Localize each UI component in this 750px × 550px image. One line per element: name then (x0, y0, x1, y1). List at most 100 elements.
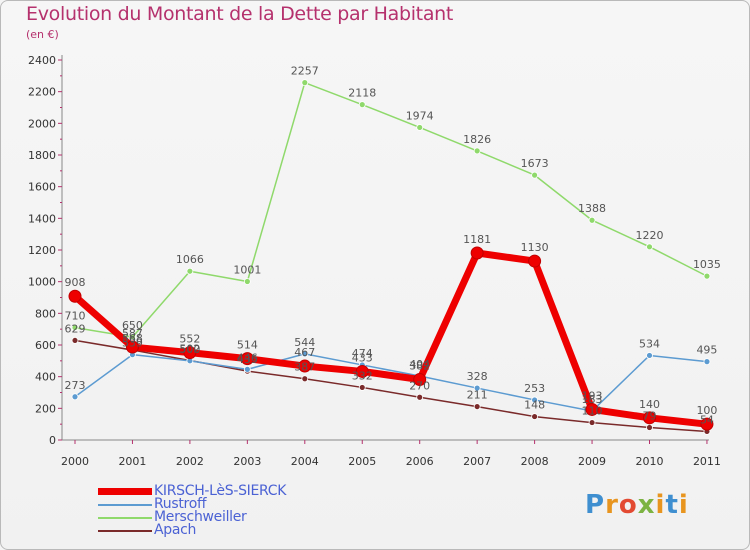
data-label-merschweiller: 1673 (521, 157, 549, 170)
data-label-rustroff: 474 (352, 347, 373, 360)
chart-subtitle: (en €) (26, 28, 59, 41)
data-labels: 629 568 502 435 387 332 270 211 148 110 79 54 273 539… (65, 65, 721, 427)
data-point-kirsch-l-s-sierck (355, 364, 369, 378)
legend-swatch-rustroff (98, 504, 152, 506)
legend-swatch-apach (98, 530, 152, 532)
series-line-apach (74, 339, 708, 433)
y-tick-label: 2000 (28, 117, 56, 130)
data-point-kirsch-l-s-sierck (183, 346, 197, 360)
data-point-apach (301, 375, 309, 383)
data-point-kirsch-l-s-sierck (643, 411, 656, 425)
data-point-kirsch-l-s-sierck (413, 373, 427, 387)
data-point-apach (71, 337, 79, 344)
data-point-rustroff (243, 365, 251, 373)
y-tick-label: 200 (35, 402, 56, 415)
x-tick-label: 2010 (636, 455, 664, 468)
y-tick-label: 1800 (28, 149, 56, 162)
brand-letter: r (605, 490, 619, 520)
data-point-merschweiller (416, 124, 424, 131)
brand-letter: t (665, 490, 679, 520)
data-point-merschweiller (358, 101, 366, 109)
data-point-kirsch-l-s-sierck (240, 352, 254, 366)
data-label-merschweiller: 2257 (291, 65, 319, 78)
series-line-kirsch-l-s-sierck (72, 249, 708, 428)
legend-label-merschweiller: Merschweiller (154, 509, 247, 525)
data-label-kirsch-l-s-sierck: 140 (639, 398, 660, 411)
x-tick-label: 2003 (233, 455, 261, 468)
data-label-apach: 387 (294, 361, 315, 374)
data-point-rustroff (646, 352, 653, 359)
data-point-merschweiller (301, 79, 309, 87)
data-point-merschweiller (703, 272, 711, 280)
data-label-kirsch-l-s-sierck: 1181 (463, 233, 491, 246)
data-point-kirsch-l-s-sierck (585, 402, 599, 416)
data-label-apach: 332 (352, 369, 373, 382)
x-tick-label: 2011 (693, 455, 721, 468)
data-point-kirsch-l-s-sierck (298, 359, 312, 373)
legend-swatch-kirsch (98, 488, 152, 495)
data-point-merschweiller (129, 333, 136, 341)
data-point-merschweiller (531, 171, 538, 179)
data-label-rustroff: 253 (524, 382, 545, 395)
series-line-merschweiller (74, 81, 708, 338)
data-label-kirsch-l-s-sierck: 908 (65, 276, 86, 289)
data-point-rustroff (703, 358, 711, 366)
data-point-apach (588, 419, 596, 426)
data-point-rustroff (301, 350, 309, 358)
data-label-apach: 435 (237, 353, 258, 366)
y-tick-label: 2400 (28, 54, 56, 67)
data-point-apach (358, 384, 366, 391)
x-tick-label: 2007 (463, 455, 491, 468)
data-label-kirsch-l-s-sierck: 587 (122, 327, 143, 340)
data-label-merschweiller: 1220 (636, 229, 664, 242)
data-label-kirsch-l-s-sierck: 1130 (521, 241, 549, 254)
y-tick-label: 1400 (28, 212, 56, 225)
brand-letter: i (655, 490, 666, 520)
data-label-kirsch-l-s-sierck: 552 (179, 333, 200, 346)
data-label-apach: 629 (65, 322, 86, 335)
legend-swatch-merschweiller (98, 517, 152, 519)
data-label-apach: 148 (524, 399, 545, 412)
y-tick-label: 800 (35, 307, 56, 320)
data-label-apach: 79 (643, 409, 657, 422)
data-label-merschweiller: 710 (65, 310, 86, 323)
data-point-rustroff (71, 393, 79, 401)
data-label-kirsch-l-s-sierck: 382 (409, 360, 430, 373)
legend-label-kirsch: KIRSCH-LèS-SIERCK (154, 483, 287, 499)
brand-letter: o (618, 490, 638, 520)
y-tick-label: 1000 (28, 276, 56, 289)
data-label-merschweiller: 650 (122, 319, 143, 332)
brand-letter: P (585, 490, 606, 520)
data-point-merschweiller (588, 216, 596, 224)
data-label-rustroff: 495 (696, 344, 717, 357)
data-point-kirsch-l-s-sierck (700, 417, 714, 431)
legend-label-rustroff: Rustroff (154, 496, 207, 512)
data-label-kirsch-l-s-sierck: 193 (582, 389, 603, 402)
data-point-apach (473, 403, 481, 410)
x-tick-label: 2002 (176, 455, 204, 468)
x-tick-label: 2000 (61, 455, 89, 468)
data-label-rustroff: 544 (294, 336, 315, 349)
data-label-rustroff: 183 (582, 393, 603, 406)
y-tick-label: 600 (35, 339, 56, 352)
y-tick-label: 2200 (28, 86, 56, 99)
data-label-kirsch-l-s-sierck: 433 (352, 351, 373, 364)
x-tick-label: 2005 (348, 455, 376, 468)
data-point-merschweiller (243, 278, 251, 285)
chart-axes: 0 200 400 600 800 1000 1200 1400 1600 1800 2000 220… (28, 54, 721, 468)
data-label-merschweiller: 1974 (406, 109, 434, 122)
y-tick-label: 1600 (28, 181, 56, 194)
data-point-kirsch-l-s-sierck (470, 246, 484, 260)
proxiti-logo: Proxiti (585, 490, 689, 520)
data-label-rustroff: 328 (467, 370, 488, 383)
data-label-rustroff: 446 (237, 351, 258, 364)
data-point-merschweiller (186, 267, 194, 275)
data-label-apach: 568 (122, 332, 143, 345)
x-tick-label: 2009 (578, 455, 606, 468)
data-label-merschweiller: 1826 (463, 133, 491, 146)
data-label-kirsch-l-s-sierck: 514 (237, 339, 258, 352)
brand-letter: x (637, 490, 656, 520)
series-line-rustroff (74, 353, 708, 412)
